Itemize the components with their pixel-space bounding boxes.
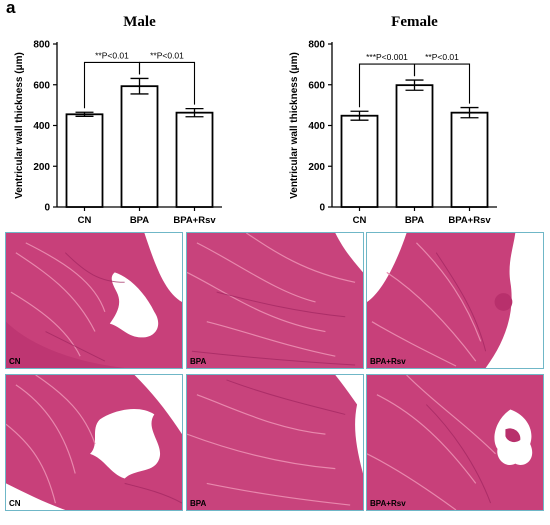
micrograph-b-bpa-rsv: BPA+Rsv [366, 232, 544, 369]
chart-title: Male [123, 14, 156, 30]
significance-label: ***P<0.001 [366, 52, 408, 62]
bar [120, 85, 159, 208]
significance-bracket [138, 61, 196, 105]
x-tick-label: BPA [130, 215, 149, 226]
tissue-image [187, 233, 363, 368]
y-tick-label: 400 [308, 121, 325, 132]
significance-label: **P<0.01 [150, 50, 184, 60]
x-tick-label: BPA+Rsv [173, 215, 216, 226]
micrograph-label: CN [9, 357, 21, 366]
significance-label: **P<0.01 [95, 50, 129, 60]
x-tick-label: CN [78, 215, 92, 226]
bar [450, 111, 489, 208]
micrograph-label: BPA [190, 357, 207, 366]
significance-bracket [413, 63, 471, 104]
tissue-image [6, 375, 182, 510]
bar [395, 84, 434, 208]
tissue-image [367, 233, 543, 368]
micrograph-label: CN [9, 499, 21, 508]
chart-title: Female [391, 14, 438, 30]
panel-letter-a: a [6, 0, 16, 17]
micrograph-b-cn: CN [5, 232, 183, 369]
tissue-image [367, 375, 543, 510]
micrograph-label: BPA+Rsv [370, 357, 406, 366]
y-tick-label: 0 [319, 203, 325, 214]
y-tick-label: 0 [44, 203, 50, 214]
bar-chart-female: Female Ventricular wall thickness (μm) 0 20… [289, 14, 497, 226]
significance-label: **P<0.01 [425, 52, 459, 62]
y-tick-label: 400 [33, 121, 50, 132]
micrograph-c-bpa: BPA [186, 374, 364, 511]
bar-chart-male: Male Ventricular wall thickness (μm) 0 200 4… [14, 14, 222, 226]
y-axis-label: Ventricular wall thickness (μm) [14, 52, 25, 199]
micrograph-b-bpa: BPA [186, 232, 364, 369]
tissue-image [6, 233, 182, 368]
micrograph-label: BPA [190, 499, 207, 508]
tissue-image [187, 375, 363, 510]
micrograph-c-bpa-rsv: BPA+Rsv [366, 374, 544, 511]
y-tick-label: 800 [33, 40, 50, 51]
micrograph-label: BPA+Rsv [370, 499, 406, 508]
x-tick-label: BPA+Rsv [448, 215, 491, 226]
y-tick-label: 600 [308, 80, 325, 91]
micrograph-c-cn: CN [5, 374, 183, 511]
y-tick-label: 200 [33, 162, 50, 173]
y-tick-label: 600 [33, 80, 50, 91]
y-tick-label: 800 [308, 40, 325, 51]
y-tick-label: 200 [308, 162, 325, 173]
y-axis-label: Ventricular wall thickness (μm) [289, 52, 300, 199]
x-tick-label: CN [353, 215, 367, 226]
bar [65, 113, 104, 208]
bar [175, 111, 214, 208]
x-tick-label: BPA [405, 215, 424, 226]
bar [340, 114, 379, 208]
